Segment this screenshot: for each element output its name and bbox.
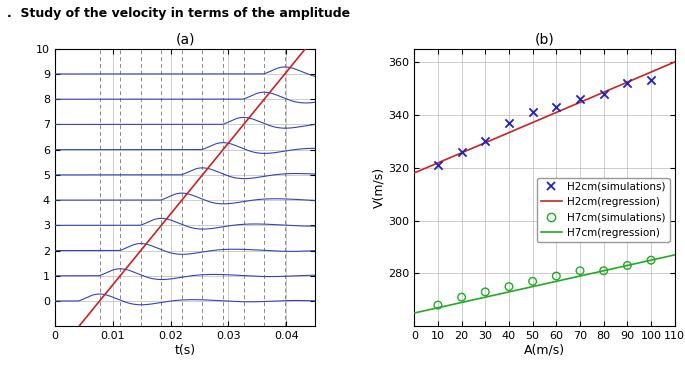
Point bbox=[503, 120, 514, 126]
Text: .  Study of the velocity in terms of the amplitude: . Study of the velocity in terms of the … bbox=[7, 8, 350, 21]
Point bbox=[527, 109, 538, 115]
Point bbox=[598, 268, 609, 274]
Point bbox=[479, 138, 490, 144]
Point bbox=[645, 78, 656, 84]
Point bbox=[551, 104, 562, 110]
X-axis label: t(s): t(s) bbox=[175, 344, 196, 357]
X-axis label: A(m/s): A(m/s) bbox=[524, 344, 565, 357]
Point bbox=[456, 294, 467, 300]
Title: (a): (a) bbox=[175, 32, 195, 46]
Point bbox=[503, 284, 514, 290]
Point bbox=[575, 268, 586, 274]
Point bbox=[432, 302, 443, 308]
Point bbox=[527, 278, 538, 284]
Title: (b): (b) bbox=[534, 32, 554, 46]
Y-axis label: V(m/s): V(m/s) bbox=[373, 167, 386, 208]
Point bbox=[432, 162, 443, 168]
Point bbox=[479, 289, 490, 295]
Point bbox=[622, 262, 633, 268]
Legend: H2cm(simulations), H2cm(regression), H7cm(simulations), H7cm(regression): H2cm(simulations), H2cm(regression), H7c… bbox=[536, 178, 669, 242]
Point bbox=[622, 80, 633, 86]
Point bbox=[456, 149, 467, 155]
Point bbox=[645, 257, 656, 263]
Point bbox=[551, 273, 562, 279]
Point bbox=[598, 91, 609, 97]
Point bbox=[575, 96, 586, 102]
